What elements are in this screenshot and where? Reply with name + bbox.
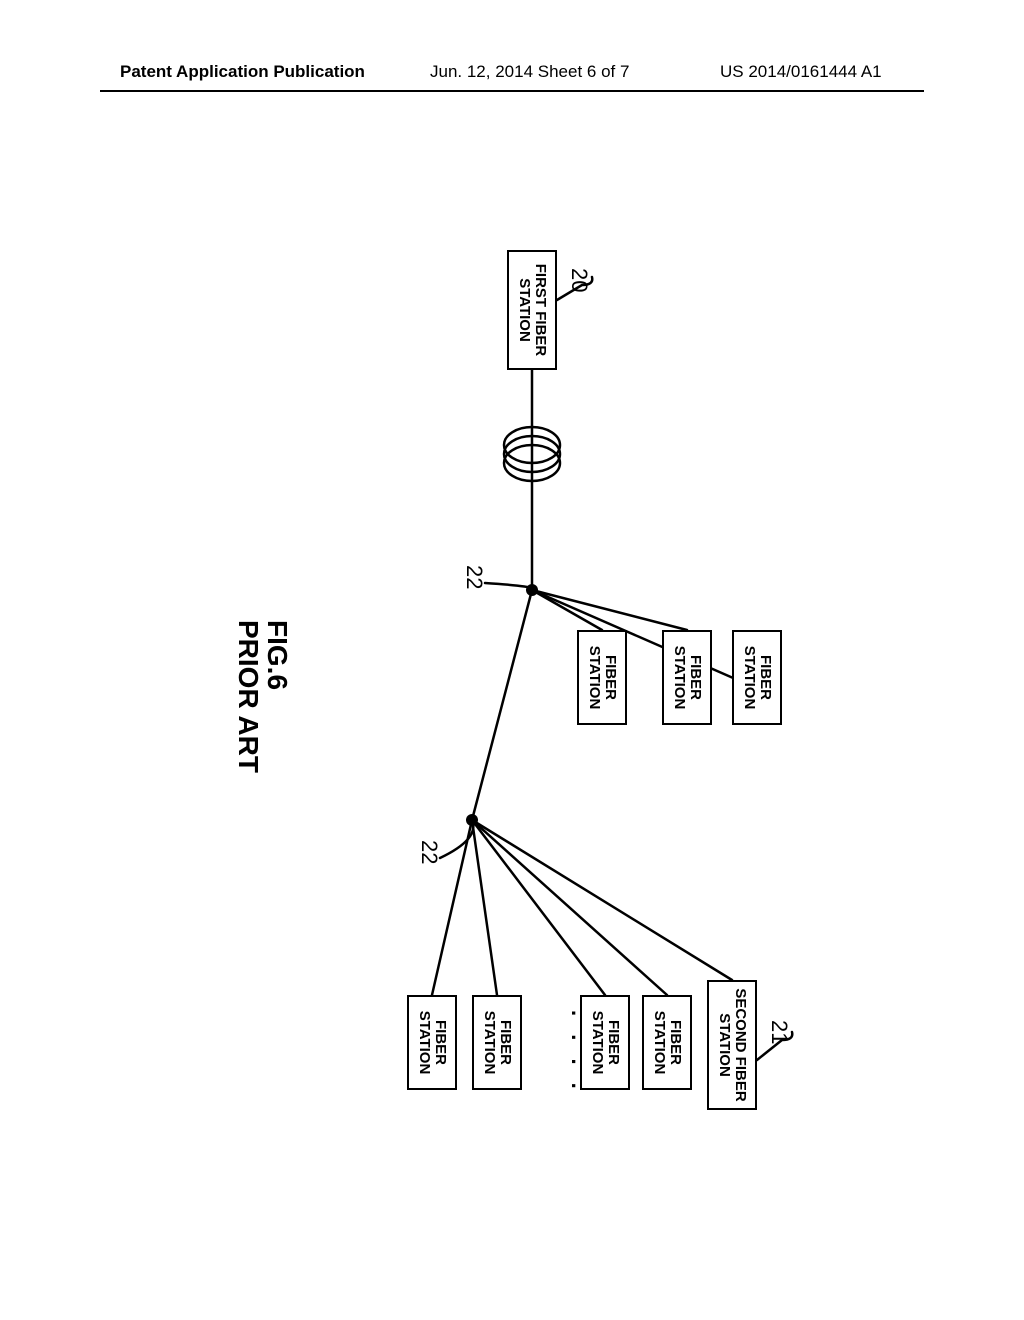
reference-numeral: 21 [766, 1020, 792, 1044]
reference-numeral: 20 [566, 268, 592, 292]
station-box-line1: FIBER [605, 1020, 621, 1065]
header-sheet: Jun. 12, 2014 Sheet 6 of 7 [430, 62, 629, 82]
header-pubnum: US 2014/0161444 A1 [720, 62, 882, 82]
station-box-line2: STATION [586, 646, 602, 710]
ellipsis-dots: . . . . [566, 1010, 592, 1095]
station-box-line1: SECOND FIBER [732, 988, 748, 1101]
station-box-line1: FIBER [432, 1020, 448, 1065]
station-box-top3: FIBERSTATION [577, 630, 627, 725]
station-box-line2: STATION [416, 1011, 432, 1075]
junction-leader [485, 583, 533, 590]
station-box-line1: FIRST FIBER [532, 264, 548, 357]
station-box-r5: FIBERSTATION [407, 995, 457, 1090]
station-box-line2: STATION [481, 1011, 497, 1075]
connection-line [532, 590, 602, 630]
junction-label: 22 [461, 565, 487, 589]
station-box-line2: STATION [741, 646, 757, 710]
station-box-line1: FIBER [757, 655, 773, 700]
header-title: Patent Application Publication [120, 62, 365, 82]
page-header: Patent Application Publication Jun. 12, … [0, 62, 1024, 86]
diagram-container: FIRST FIBERSTATIONFIBERSTATIONFIBERSTATI… [60, 140, 964, 1240]
connection-line [472, 820, 732, 980]
connection-line [472, 590, 532, 820]
figure-caption-line2: PRIOR ART [233, 620, 262, 773]
station-box-line1: FIBER [667, 1020, 683, 1065]
station-box-line2: STATION [651, 1011, 667, 1075]
station-box-line2: STATION [516, 278, 532, 342]
station-box-line1: FIBER [602, 655, 618, 700]
station-box-r2: FIBERSTATION [642, 995, 692, 1090]
station-box-line1: FIBER [687, 655, 703, 700]
station-box-line2: STATION [671, 646, 687, 710]
connection-line [472, 820, 667, 995]
station-box-top2: FIBERSTATION [662, 630, 712, 725]
station-box-line2: STATION [716, 1013, 732, 1077]
junction-label: 22 [416, 840, 442, 864]
junction-leader [440, 820, 473, 858]
station-box-line1: FIBER [497, 1020, 513, 1065]
station-box-second: SECOND FIBERSTATION [707, 980, 757, 1110]
station-box-r4: FIBERSTATION [472, 995, 522, 1090]
station-box-first: FIRST FIBERSTATION [507, 250, 557, 370]
diagram-rotated: FIRST FIBERSTATIONFIBERSTATIONFIBERSTATI… [112, 190, 912, 1190]
header-rule [100, 90, 924, 92]
station-box-top1: FIBERSTATION [732, 630, 782, 725]
figure-caption: FIG.6 PRIOR ART [233, 620, 292, 773]
figure-caption-line1: FIG.6 [263, 620, 292, 773]
connection-line [472, 820, 605, 995]
